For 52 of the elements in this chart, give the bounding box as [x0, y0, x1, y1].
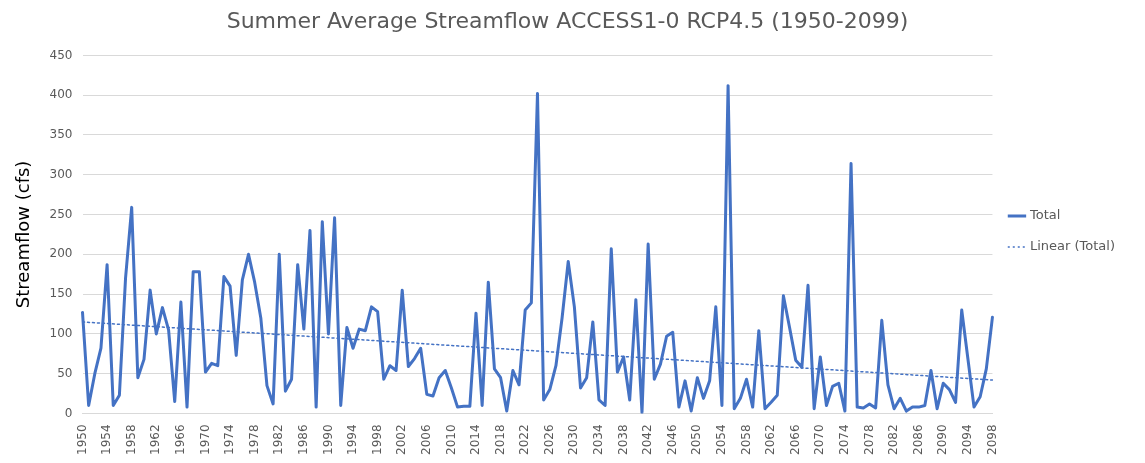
legend-label: Total: [1028, 207, 1061, 223]
x-tick-label: 2018: [492, 424, 507, 456]
x-tick-label: 2082: [886, 424, 901, 456]
x-tick-label: 2046: [664, 424, 679, 456]
x-tick-label: 1994: [345, 424, 360, 456]
x-tick-label: 1974: [222, 424, 237, 456]
y-tick-label: 150: [49, 286, 73, 301]
x-tick-label: 2050: [689, 424, 704, 456]
y-tick-label: 350: [49, 127, 73, 142]
x-tick-label: 1982: [271, 424, 286, 456]
x-tick-label: 1966: [173, 424, 187, 456]
x-tick-label: 2038: [615, 424, 630, 456]
x-tick-label: 2074: [837, 424, 852, 456]
y-tick-label: 400: [49, 87, 73, 102]
x-tick-label: 2058: [738, 424, 753, 456]
x-tick-label: 1958: [123, 424, 138, 456]
y-tick-label: 250: [49, 206, 73, 221]
y-tick-label: 450: [49, 47, 73, 62]
y-tick-label: 100: [49, 326, 73, 341]
x-tick-label: 2014: [468, 424, 483, 456]
x-tick-label: 2002: [394, 424, 409, 456]
x-tick-label: 2006: [418, 424, 433, 456]
y-tick-label: 200: [49, 246, 73, 261]
x-tick-label: 2026: [541, 424, 556, 456]
y-axis-title: Streamflow (cfs): [12, 160, 34, 309]
y-tick-label: 0: [64, 405, 73, 420]
x-tick-label: 2030: [566, 424, 581, 456]
x-tick-label: 1998: [369, 424, 384, 456]
x-tick-label: 1950: [74, 424, 89, 456]
x-tick-label: 2090: [935, 424, 950, 456]
x-tick-label: 1954: [99, 424, 114, 456]
y-tick-label: 50: [57, 365, 73, 380]
x-tick-label: 2042: [640, 424, 655, 456]
chart-title: Summer Average Streamflow ACCESS1-0 RCP4.5 (1950-2099): [226, 7, 909, 33]
x-tick-label: 2022: [517, 424, 532, 456]
x-tick-label: 1990: [320, 424, 335, 456]
x-tick-label: 2066: [787, 424, 802, 456]
legend-label: Linear (Total): [1029, 238, 1116, 254]
x-tick-label: 1962: [148, 424, 163, 456]
x-tick-label: 1978: [246, 424, 261, 456]
x-tick-label: 1970: [197, 424, 212, 456]
x-tick-label: 2098: [984, 424, 999, 456]
x-tick-label: 2070: [812, 424, 827, 456]
x-tick-label: 2054: [714, 424, 729, 456]
x-tick-label: 2062: [763, 424, 778, 456]
x-tick-label: 2078: [861, 424, 876, 456]
x-tick-label: 1986: [295, 424, 310, 456]
x-tick-label: 2010: [443, 424, 458, 456]
x-tick-label: 2086: [910, 424, 925, 456]
y-tick-label: 300: [49, 166, 73, 181]
x-tick-label: 2034: [591, 424, 606, 456]
x-tick-label: 2094: [959, 424, 974, 456]
